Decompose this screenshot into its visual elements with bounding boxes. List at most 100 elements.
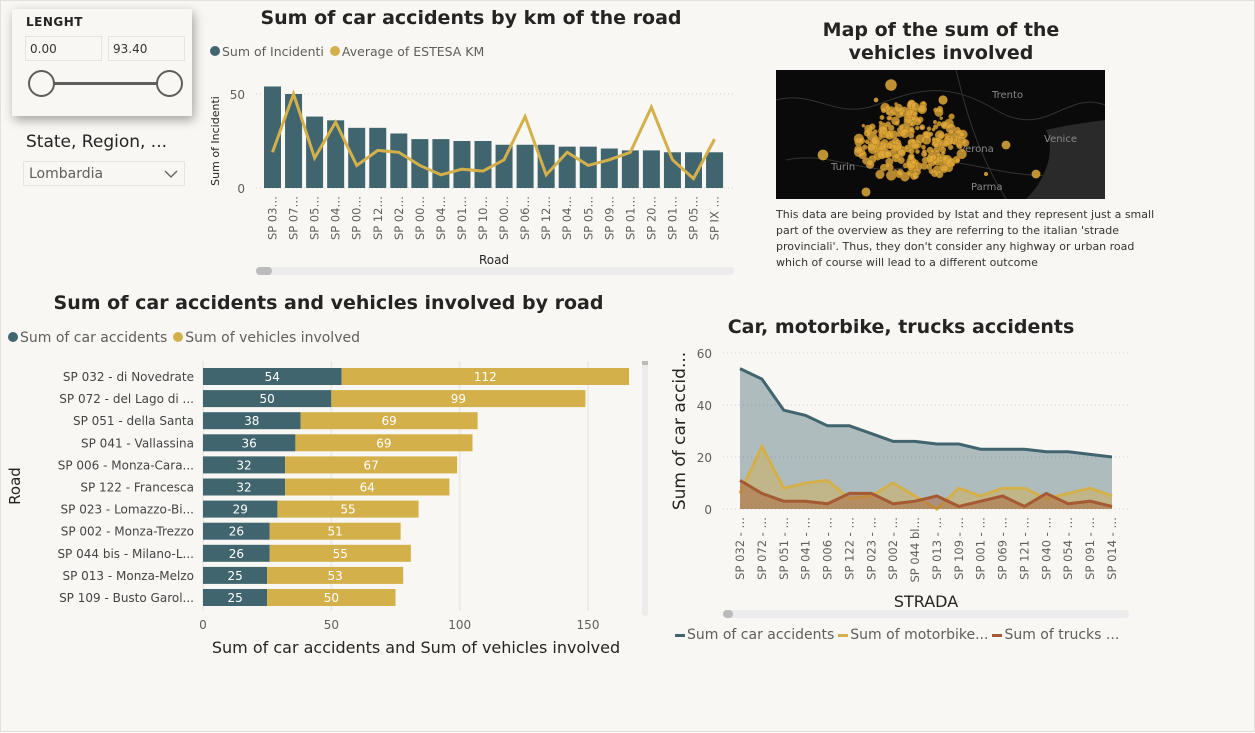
map-bubble <box>873 97 879 103</box>
data-label: 112 <box>474 370 497 384</box>
bar <box>453 141 471 188</box>
map-bubble <box>880 141 884 146</box>
bar-car-accidents <box>203 456 286 474</box>
data-label: 29 <box>233 503 248 517</box>
x-tick-label: SP 04… <box>329 196 343 240</box>
map-bubble <box>867 143 876 152</box>
scrollbar-thumb[interactable] <box>256 267 272 275</box>
map-bubble <box>910 102 920 111</box>
map-bubble <box>1031 169 1041 179</box>
map-bubble <box>940 164 949 173</box>
data-label: 50 <box>260 392 275 406</box>
legend-car: Sum of car accidents <box>687 627 835 643</box>
data-label: 55 <box>333 547 348 561</box>
y-tick-label: SP 072 - del Lago di ... <box>59 392 194 406</box>
x-tick-label: SP 02… <box>392 196 406 240</box>
slider-max-handle[interactable] <box>156 70 183 97</box>
y-tick-label: SP 023 - Lomazzo-Bi... <box>61 503 194 517</box>
line-series-estesa <box>271 89 716 181</box>
horizontal-scrollbar[interactable] <box>256 267 734 275</box>
map-bubble <box>945 123 956 134</box>
bar <box>327 120 345 188</box>
map-bubble <box>875 169 885 180</box>
x-axis-label: STRADA <box>894 592 958 611</box>
slider-track <box>41 82 171 85</box>
map-bubble <box>948 113 955 120</box>
legend-incidenti: Sum of Incidenti <box>222 44 324 59</box>
map-bubble <box>906 171 912 176</box>
region-slicer-title: State, Region, ... <box>26 132 168 152</box>
bar <box>390 133 408 188</box>
map-bubble <box>923 130 932 140</box>
bar <box>432 139 450 188</box>
map-bubble <box>904 145 909 150</box>
slider-min-handle[interactable] <box>28 70 55 97</box>
x-tick-label: 0 <box>199 618 207 632</box>
map-bubble <box>876 140 887 152</box>
data-label: 32 <box>236 458 251 472</box>
map-bubble <box>853 133 864 144</box>
map-bubble <box>954 157 961 164</box>
bar-car-accidents <box>203 544 270 562</box>
y-tick-label: 60 <box>697 347 712 361</box>
x-tick-label: SP 04… <box>434 196 448 240</box>
bar <box>706 152 724 188</box>
map-bubble <box>922 149 927 154</box>
bar-car-accidents <box>203 478 286 496</box>
map-bubble <box>864 139 870 145</box>
x-tick-label: SP 06… <box>518 196 532 240</box>
x-tick-label: SP 05… <box>581 196 595 240</box>
map-city-label: Parma <box>971 182 1003 193</box>
region-dropdown[interactable]: Lombardia <box>23 161 185 186</box>
bar-vehicles <box>331 390 586 408</box>
legend-car-accidents: Sum of car accidents <box>20 330 168 346</box>
bar <box>685 152 702 188</box>
x-tick-label: SP 05… <box>308 196 322 240</box>
chart3-title: Car, motorbike, trucks accidents <box>727 316 1075 338</box>
map-bubble <box>915 149 920 154</box>
x-tick-label: SP 04… <box>560 196 574 240</box>
x-tick-label: SP 121 - … <box>1017 517 1031 580</box>
scrollbar-thumb[interactable] <box>723 610 733 618</box>
map-bubble <box>912 111 918 117</box>
y-tick-label: SP 044 bis - Milano-L... <box>57 547 194 561</box>
max-length-input[interactable]: 93.40 <box>108 36 185 61</box>
x-tick-label: SP 072 - … <box>755 517 769 580</box>
map-bubble <box>926 154 935 163</box>
bar-car-accidents <box>203 434 296 452</box>
y-tick-label: SP 006 - Monza-Cara... <box>58 458 194 472</box>
x-tick-label: SP 00… <box>497 196 511 240</box>
x-tick-label: SP 12… <box>371 196 385 240</box>
map-sea <box>1026 120 1105 199</box>
bar-vehicles <box>285 456 458 474</box>
legend-trucks: Sum of trucks ... <box>1004 627 1120 643</box>
x-tick-label: SP 040 - … <box>1039 517 1053 580</box>
x-tick-label: 50 <box>324 618 339 632</box>
min-length-input[interactable]: 0.00 <box>25 36 102 61</box>
area-0 <box>740 368 1112 509</box>
bar <box>537 144 555 188</box>
bar <box>306 116 324 188</box>
x-tick-label: SP 122 - … <box>842 517 856 580</box>
data-label: 38 <box>244 414 259 428</box>
scrollbar-thumb[interactable] <box>642 361 648 365</box>
bar <box>411 139 429 188</box>
x-tick-label: SP 09… <box>602 196 616 240</box>
area-1 <box>740 446 1112 509</box>
data-label: 25 <box>227 569 242 583</box>
x-tick-label: SP 05… <box>687 196 701 240</box>
bubble-map[interactable]: Trento Verona Venice Turin Parma <box>776 70 1105 199</box>
horizontal-scrollbar[interactable] <box>723 610 1129 618</box>
bar-vehicles <box>341 368 630 385</box>
data-label: 26 <box>229 547 244 561</box>
y-tick-label: 0 <box>237 182 245 196</box>
y-tick-label: SP 041 - Vallassina <box>81 436 194 450</box>
map-bubble <box>886 115 892 121</box>
map-bubble <box>1001 140 1011 150</box>
x-tick-label: SP 01… <box>665 196 679 240</box>
bar <box>474 141 492 188</box>
map-bubble <box>904 117 908 122</box>
vertical-scrollbar[interactable] <box>642 361 648 616</box>
bar-vehicles <box>269 544 411 562</box>
